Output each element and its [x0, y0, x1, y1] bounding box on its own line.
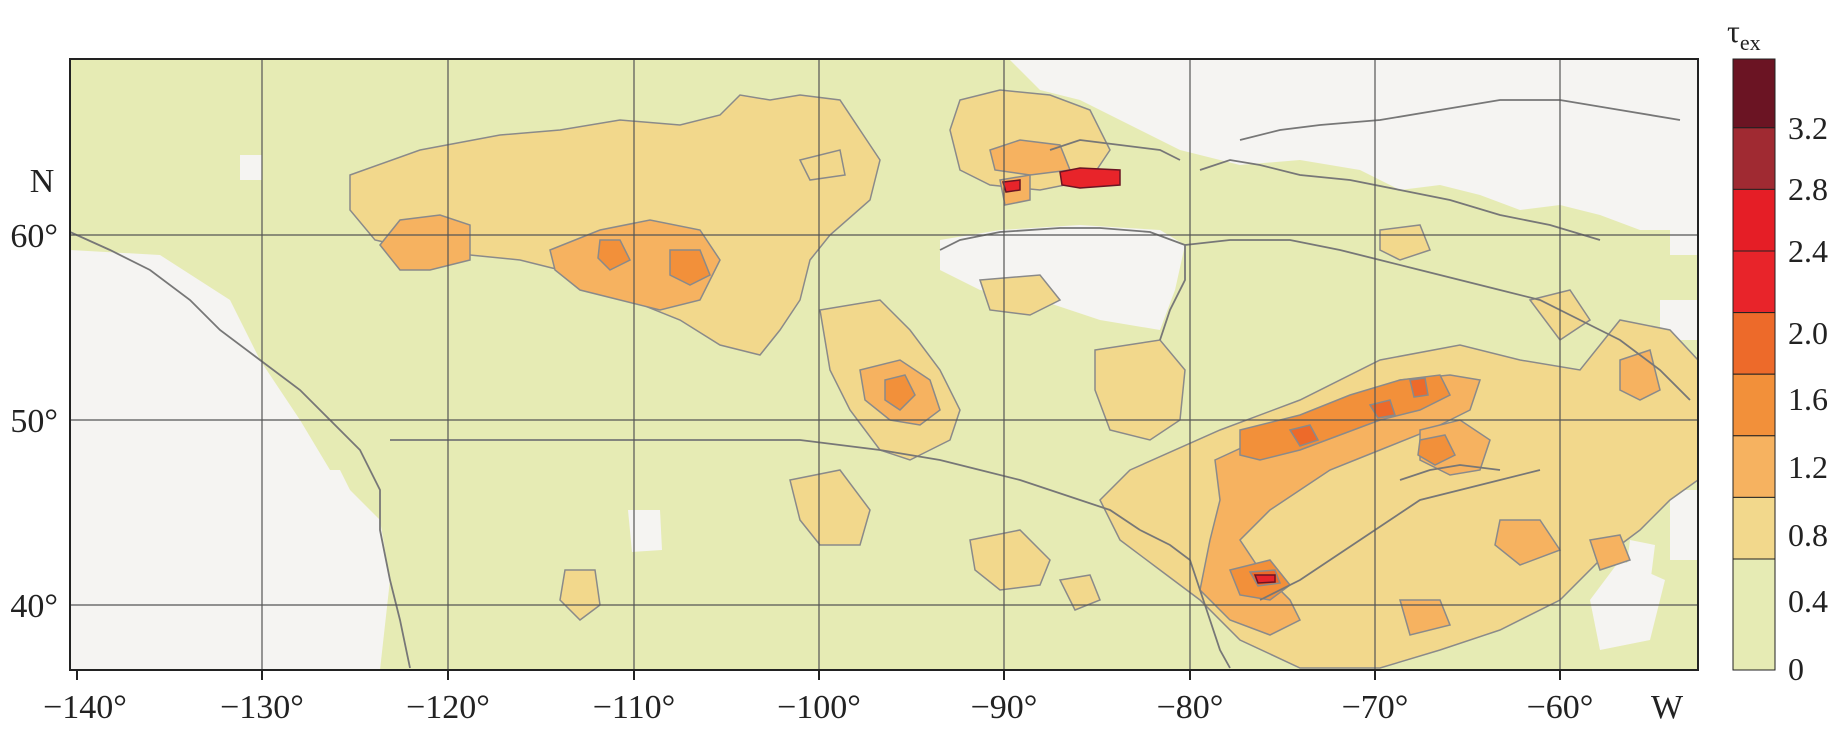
map-frame [69, 58, 1699, 671]
lat-hemisphere-label: N [30, 163, 55, 200]
colorbar-labels: 3.2 2.8 2.4 2.0 1.6 1.2 0.8 0.4 0 [1788, 110, 1828, 687]
colorbar-level: 1.2 [1788, 449, 1828, 485]
colorbar-swatch [1732, 435, 1776, 498]
lon-tick-label: −100° [777, 689, 861, 726]
lon-tick-label: −110° [593, 689, 676, 726]
lon-tick-labels: −140° −130° −120° −110° −100° −90° −80° … [43, 689, 1684, 726]
lon-tick-label: −140° [43, 689, 127, 726]
colorbar-swatch [1732, 188, 1776, 252]
colorbar-swatch [1732, 558, 1776, 671]
colorbar-swatch [1732, 58, 1776, 129]
colorbar-swatch [1732, 373, 1776, 437]
colorbar-level: 0.8 [1788, 517, 1828, 553]
lat-tick-label: 60° [10, 218, 58, 255]
colorbar-swatch [1732, 312, 1776, 375]
lon-tick-label: −130° [220, 689, 304, 726]
lon-tick-label: −70° [1342, 689, 1409, 726]
colorbar-level: 2.4 [1788, 233, 1828, 269]
colorbar-title: τex [1727, 13, 1761, 55]
lon-tick-label: −80° [1157, 689, 1224, 726]
colorbar-swatch [1732, 127, 1776, 190]
lon-tick-label: −60° [1527, 689, 1594, 726]
gridlines [70, 59, 1698, 670]
lat-tick-label: 50° [10, 403, 58, 440]
lat-tick-labels: N 60° 50° 40° [10, 163, 58, 625]
colorbar-level: 0.4 [1788, 583, 1828, 619]
lon-tick-label: −120° [406, 689, 490, 726]
colorbar-level: 2.0 [1788, 315, 1828, 351]
lat-tick-label: 40° [10, 588, 58, 625]
lon-ticks [76, 670, 1561, 680]
colorbar-symbol: τ [1727, 13, 1740, 49]
colorbar-level: 0 [1788, 651, 1804, 687]
coastlines [70, 99, 1691, 669]
colorbar-swatch [1732, 496, 1776, 560]
lon-hemisphere-label: W [1651, 689, 1684, 726]
colorbar-swatch [1732, 250, 1776, 314]
contour-band-2.0 [1002, 167, 1276, 584]
colorbar-subscript: ex [1740, 30, 1761, 55]
map-panel [70, 59, 1698, 670]
colorbar-swatches [1732, 58, 1776, 671]
lon-tick-label: −90° [971, 689, 1038, 726]
colorbar: τex 3.2 2.8 2.4 2.0 1.6 1.2 0.8 0.4 0 [1727, 13, 1828, 687]
colorbar-level: 1.6 [1788, 381, 1828, 417]
colorbar-level: 2.8 [1788, 171, 1828, 207]
colorbar-level: 3.2 [1788, 110, 1828, 146]
